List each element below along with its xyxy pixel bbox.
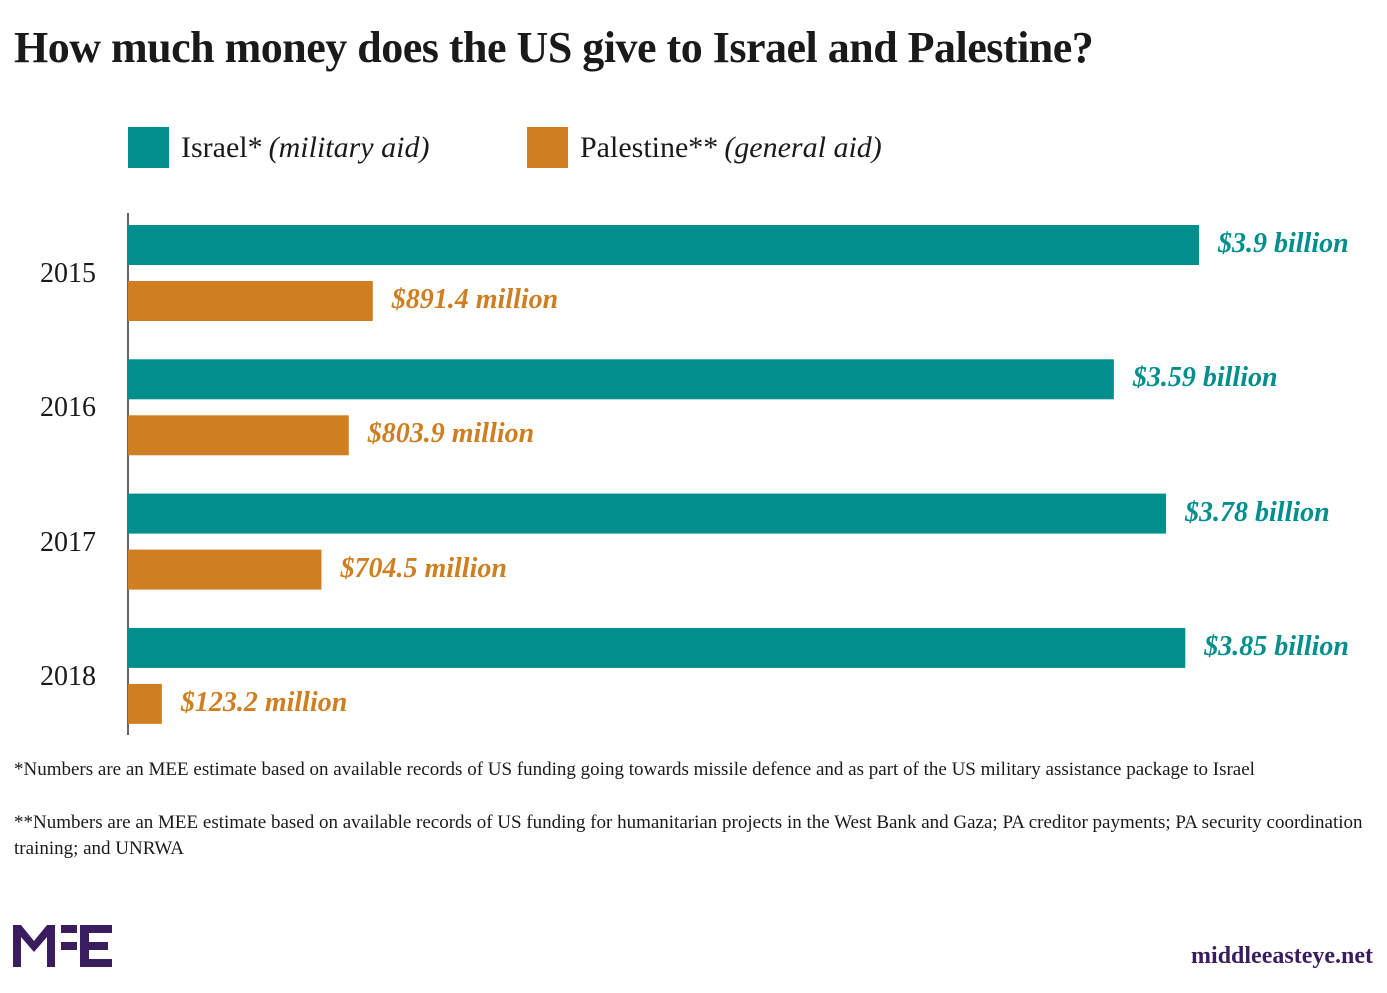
mee-logo <box>13 925 113 972</box>
year-label: 2017 <box>40 526 96 558</box>
bar-israel-2016 <box>128 359 1114 400</box>
bar-palestine-2016 <box>128 415 349 456</box>
data-label: $3.9 billion <box>1218 228 1349 259</box>
bar-palestine-2015 <box>128 281 373 321</box>
legend-palestine: Palestine** (general aid) <box>527 127 882 168</box>
data-label: $3.59 billion <box>1132 362 1278 394</box>
legend-qualifier: (general aid) <box>724 130 882 164</box>
site-url: middleeasteye.net <box>1191 943 1373 969</box>
year-label: 2016 <box>40 392 96 424</box>
footnote-israel: *Numbers are an MEE estimate based on av… <box>14 759 1255 780</box>
legend-israel: Israel* (military aid) <box>128 127 429 168</box>
legend-label: Palestine** <box>580 130 719 164</box>
data-label: $123.2 million <box>180 686 348 718</box>
legend-swatch-israel <box>128 127 169 168</box>
bar-palestine-2018 <box>128 683 162 724</box>
legend-swatch-palestine <box>527 127 568 168</box>
footnote-palestine: **Numbers are an MEE estimate based on a… <box>14 812 1363 859</box>
data-label: $3.85 billion <box>1204 630 1349 662</box>
legend-qualifier: (military aid) <box>268 130 430 164</box>
data-label: $803.9 million <box>367 418 535 450</box>
bar-israel-2015 <box>128 225 1199 265</box>
legend-label: Israel* <box>181 130 263 164</box>
bar-israel-2018 <box>128 627 1186 668</box>
data-label: $891.4 million <box>391 284 559 315</box>
year-label: 2018 <box>40 660 96 692</box>
bar-israel-2017 <box>128 493 1167 534</box>
chart-title: How much money does the US give to Israe… <box>14 23 1094 72</box>
year-label: 2015 <box>40 258 96 289</box>
bar-palestine-2017 <box>128 549 322 590</box>
data-label: $3.78 billion <box>1185 496 1330 528</box>
data-label: $704.5 million <box>340 552 507 584</box>
